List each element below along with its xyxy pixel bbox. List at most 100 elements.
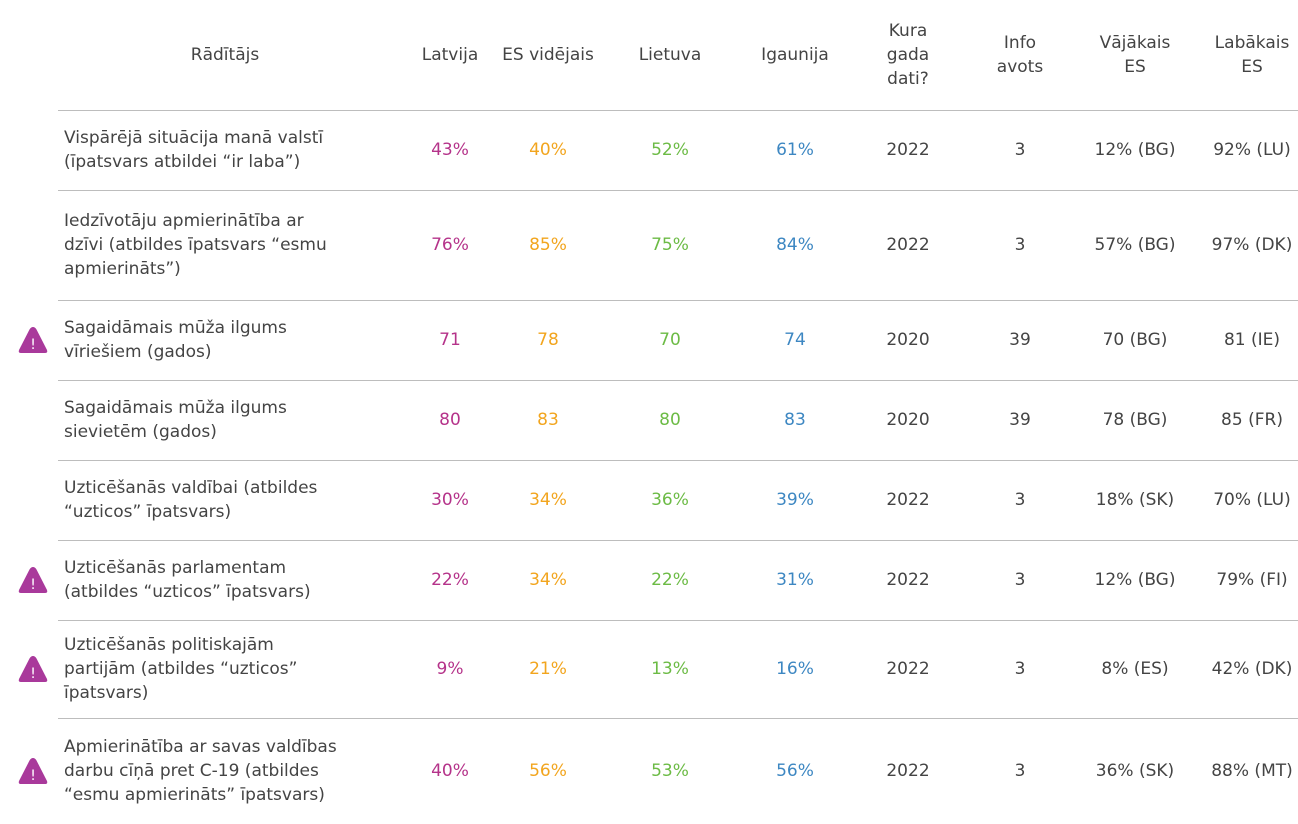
row-label: Apmierinātība ar savas valdības darbu cīņ… (64, 735, 337, 807)
text-line: (īpatsvars atbildei “ir laba”) (64, 152, 301, 172)
value-cell: 22% (431, 570, 469, 590)
text-line: īpatsvars) (64, 683, 149, 703)
value-cell: 34% (529, 490, 567, 510)
header-cell: ES vidējais (502, 43, 594, 67)
warning-mark: ! (30, 337, 36, 353)
value-cell: 21% (529, 659, 567, 679)
header-cell: Info avots (997, 31, 1043, 79)
warning-triangle (18, 327, 48, 353)
text-line: vīriešiem (gados) (64, 342, 212, 362)
value-cell: 30% (431, 490, 469, 510)
text-line: Uzticēšanās valdībai (atbildes (64, 478, 318, 498)
row-label: Iedzīvotāju apmierinātība ar dzīvi (atbil… (64, 209, 327, 281)
value-cell: 8% (ES) (1101, 659, 1169, 679)
value-cell: 70 (659, 330, 681, 350)
header-cell: Rādītājs (191, 43, 259, 67)
value-cell: 81 (IE) (1223, 330, 1281, 350)
value-cell: 74 (784, 330, 806, 350)
value-cell: 53% (651, 761, 689, 781)
warning-triangle (18, 567, 48, 593)
text-line: partijām (atbildes “uzticos” (64, 659, 298, 679)
text-line: ES (1124, 57, 1146, 77)
value-cell: 16% (776, 659, 814, 679)
header-cell: Labākais ES (1215, 31, 1290, 79)
row-rule (58, 718, 1298, 719)
warning-icon: ! (18, 656, 48, 682)
row-rule (58, 460, 1298, 461)
row-label: Vispārējā situācija manā valstī (īpatsvar… (64, 126, 323, 174)
text-line: Rādītājs (190, 45, 260, 65)
value-cell: 39 (1009, 330, 1031, 350)
text-line: Kura (888, 21, 928, 41)
text-line: (atbildes “uzticos” īpatsvars) (64, 582, 311, 602)
header-cell: Vājākais ES (1100, 31, 1171, 79)
warning-mark: ! (30, 577, 36, 593)
warning-triangle (18, 758, 48, 784)
text-line: Apmierinātība ar savas valdības (64, 737, 337, 757)
value-cell: 40% (431, 761, 469, 781)
value-cell: 2022 (886, 140, 930, 160)
header-cell: Kura gada dati? (887, 19, 929, 91)
row-rule (58, 540, 1298, 541)
text-line: ES (1241, 57, 1263, 77)
row-rule (58, 300, 1298, 301)
row-label: Uzticēšanās valdībai (atbildes “uzticos” … (64, 476, 317, 524)
value-cell: 9% (436, 659, 464, 679)
value-cell: 36% (SK) (1095, 761, 1175, 781)
value-cell: 39 (1009, 410, 1031, 430)
text-line: dzīvi (atbildes īpatsvars “esmu (64, 235, 327, 255)
value-cell: 70 (BG) (1102, 330, 1168, 350)
value-cell: 52% (651, 140, 689, 160)
value-cell: 97% (DK) (1211, 235, 1293, 255)
value-cell: 85% (529, 235, 567, 255)
value-cell: 84% (776, 235, 814, 255)
text-line: darbu cīņā pret C-19 (atbildes (64, 761, 319, 781)
value-cell: 12% (BG) (1094, 570, 1176, 590)
value-cell: 13% (651, 659, 689, 679)
value-cell: 78 (537, 330, 559, 350)
value-cell: 3 (1014, 659, 1026, 679)
row-label: Uzticēšanās parlamentam (atbildes “uztico… (64, 556, 311, 604)
text-line: “uzticos” īpatsvars) (64, 502, 232, 522)
text-line: Info (1003, 33, 1037, 53)
value-cell: 2022 (886, 235, 930, 255)
value-cell: 61% (776, 140, 814, 160)
value-cell: 70% (LU) (1213, 490, 1291, 510)
value-cell: 78 (BG) (1102, 410, 1168, 430)
text-line: Vispārējā situācija manā valstī (64, 128, 324, 148)
text-line: “esmu apmierināts” īpatsvars) (64, 785, 325, 805)
value-cell: 43% (431, 140, 469, 160)
text-line: dati? (887, 69, 929, 89)
value-cell: 71 (439, 330, 461, 350)
value-cell: 75% (651, 235, 689, 255)
text-line: Lietuva (638, 45, 702, 65)
text-line: Igaunija (761, 45, 829, 65)
value-cell: 34% (529, 570, 567, 590)
warning-triangle (18, 656, 48, 682)
value-cell: 2022 (886, 490, 930, 510)
value-cell: 88% (MT) (1211, 761, 1293, 781)
value-cell: 2022 (886, 761, 930, 781)
text-line: gada (886, 45, 930, 65)
value-cell: 80 (659, 410, 681, 430)
text-line: Vājākais (1099, 33, 1171, 53)
text-line: Iedzīvotāju apmierinātība ar (64, 211, 304, 231)
value-cell: 57% (BG) (1094, 235, 1176, 255)
value-cell: 85 (FR) (1221, 410, 1283, 430)
value-cell: 2022 (886, 570, 930, 590)
row-label: Sagaidāmais mūža ilgums sievietēm (gados) (64, 396, 287, 444)
value-cell: 83 (784, 410, 806, 430)
row-rule (58, 190, 1298, 191)
value-cell: 36% (651, 490, 689, 510)
value-cell: 2020 (886, 410, 930, 430)
text-line: ES vidējais (502, 45, 594, 65)
value-cell: 56% (776, 761, 814, 781)
value-cell: 3 (1014, 761, 1026, 781)
value-cell: 31% (776, 570, 814, 590)
value-cell: 76% (431, 235, 469, 255)
value-cell: 42% (DK) (1211, 659, 1293, 679)
value-cell: 92% (LU) (1213, 140, 1291, 160)
value-cell: 2020 (886, 330, 930, 350)
text-line: Uzticēšanās parlamentam (64, 558, 287, 578)
value-cell: 3 (1014, 235, 1026, 255)
